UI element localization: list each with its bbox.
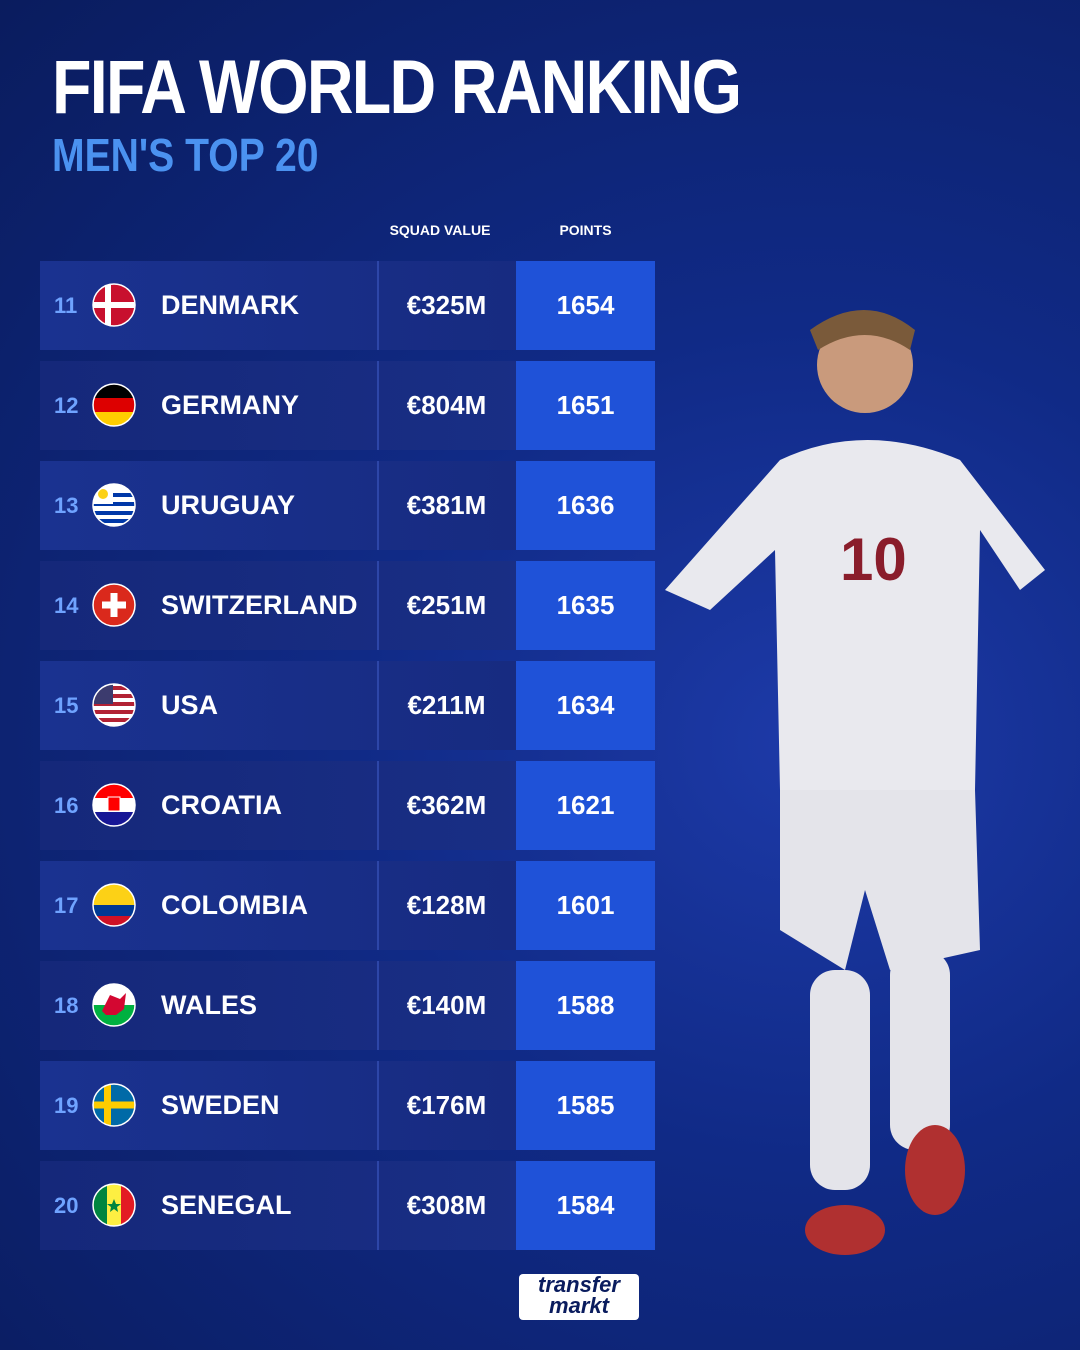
table-row: 14 SWITZERLAND €251M 1635: [40, 561, 655, 650]
country: SWEDEN: [161, 1090, 280, 1120]
points: 1634: [516, 661, 655, 750]
column-divider: [377, 461, 379, 550]
flag: [92, 583, 136, 627]
rank: 18: [54, 992, 79, 1018]
squad-value: €211M: [407, 690, 486, 720]
rank: 12: [54, 392, 79, 418]
squad-value: €128M: [406, 890, 487, 920]
logo: transfer markt: [519, 1274, 639, 1320]
country: URUGUAY: [161, 490, 296, 520]
country: DENMARK: [161, 290, 299, 320]
flag: [92, 1183, 136, 1227]
table-row: 13 URUGUAY €381M 1636: [40, 461, 655, 550]
points: 1621: [516, 761, 655, 850]
column-divider: [377, 861, 379, 950]
points: 1588: [516, 961, 655, 1050]
points: 1635: [516, 561, 655, 650]
rank: 11: [54, 292, 78, 318]
squad-value: €381M: [406, 490, 487, 520]
table-row: 12 GERMANY €804M 1651: [40, 361, 655, 450]
flag: [92, 383, 136, 427]
column-divider: [377, 1161, 379, 1250]
flag: [92, 783, 136, 827]
logo-text: markt: [549, 1293, 609, 1318]
squad-value: €804M: [406, 390, 487, 420]
squad-value: €362M: [406, 790, 487, 820]
table-row: 15 USA €211M 1634: [40, 661, 655, 750]
rank: 19: [54, 1092, 79, 1118]
points: 1636: [516, 461, 655, 550]
country: COLOMBIA: [161, 890, 308, 920]
rank: 17: [54, 892, 79, 918]
points: 1654: [516, 261, 655, 350]
column-divider: [377, 661, 379, 750]
table-row: 16 CROATIA €362M 1621: [40, 761, 655, 850]
player-image: 10: [665, 310, 1045, 1255]
country: USA: [161, 690, 219, 720]
flag: [92, 483, 136, 527]
rank: 13: [54, 492, 79, 518]
column-divider: [377, 361, 379, 450]
flag: [92, 683, 136, 727]
table-row: 17 COLOMBIA €128M 1601: [40, 861, 655, 950]
country: GERMANY: [161, 390, 300, 420]
flag: [92, 283, 136, 327]
points: 1601: [516, 861, 655, 950]
squad-value: €308M: [406, 1190, 487, 1220]
country: SENEGAL: [161, 1190, 292, 1220]
points: 1651: [516, 361, 655, 450]
rank: 15: [54, 692, 79, 718]
flag: [92, 1083, 136, 1127]
column-divider: [377, 261, 379, 350]
table-row: 19 SWEDEN €176M 1585: [40, 1061, 655, 1150]
column-divider: [377, 561, 379, 650]
squad-value: €140M: [406, 990, 487, 1020]
logo-text: transfer: [538, 1272, 620, 1297]
column-divider: [377, 761, 379, 850]
country: SWITZERLAND: [161, 590, 358, 620]
flag: [92, 883, 136, 927]
column-divider: [377, 1061, 379, 1150]
title: FIFA WORLD RANKING: [52, 45, 742, 130]
column-header: POINTS: [559, 222, 612, 238]
squad-value: €325M: [406, 290, 487, 320]
country: CROATIA: [161, 790, 282, 820]
table-row: 11 DENMARK €325M 1654: [40, 261, 655, 350]
rank: 20: [54, 1192, 79, 1218]
points: 1584: [516, 1161, 655, 1250]
flag: [92, 983, 136, 1027]
column-divider: [377, 961, 379, 1050]
subtitle: MEN'S TOP 20: [52, 129, 319, 181]
points: 1585: [516, 1061, 655, 1150]
rank: 16: [54, 792, 79, 818]
country: WALES: [161, 990, 258, 1020]
svg-text:10: 10: [840, 526, 907, 593]
table-row: 18 WALES €140M 1588: [40, 961, 655, 1050]
column-header: SQUAD VALUE: [389, 222, 491, 238]
table-row: 20 SENEGAL €308M 1584: [40, 1161, 655, 1250]
squad-value: €251M: [406, 590, 487, 620]
squad-value: €176M: [406, 1090, 487, 1120]
rank: 14: [54, 592, 79, 618]
